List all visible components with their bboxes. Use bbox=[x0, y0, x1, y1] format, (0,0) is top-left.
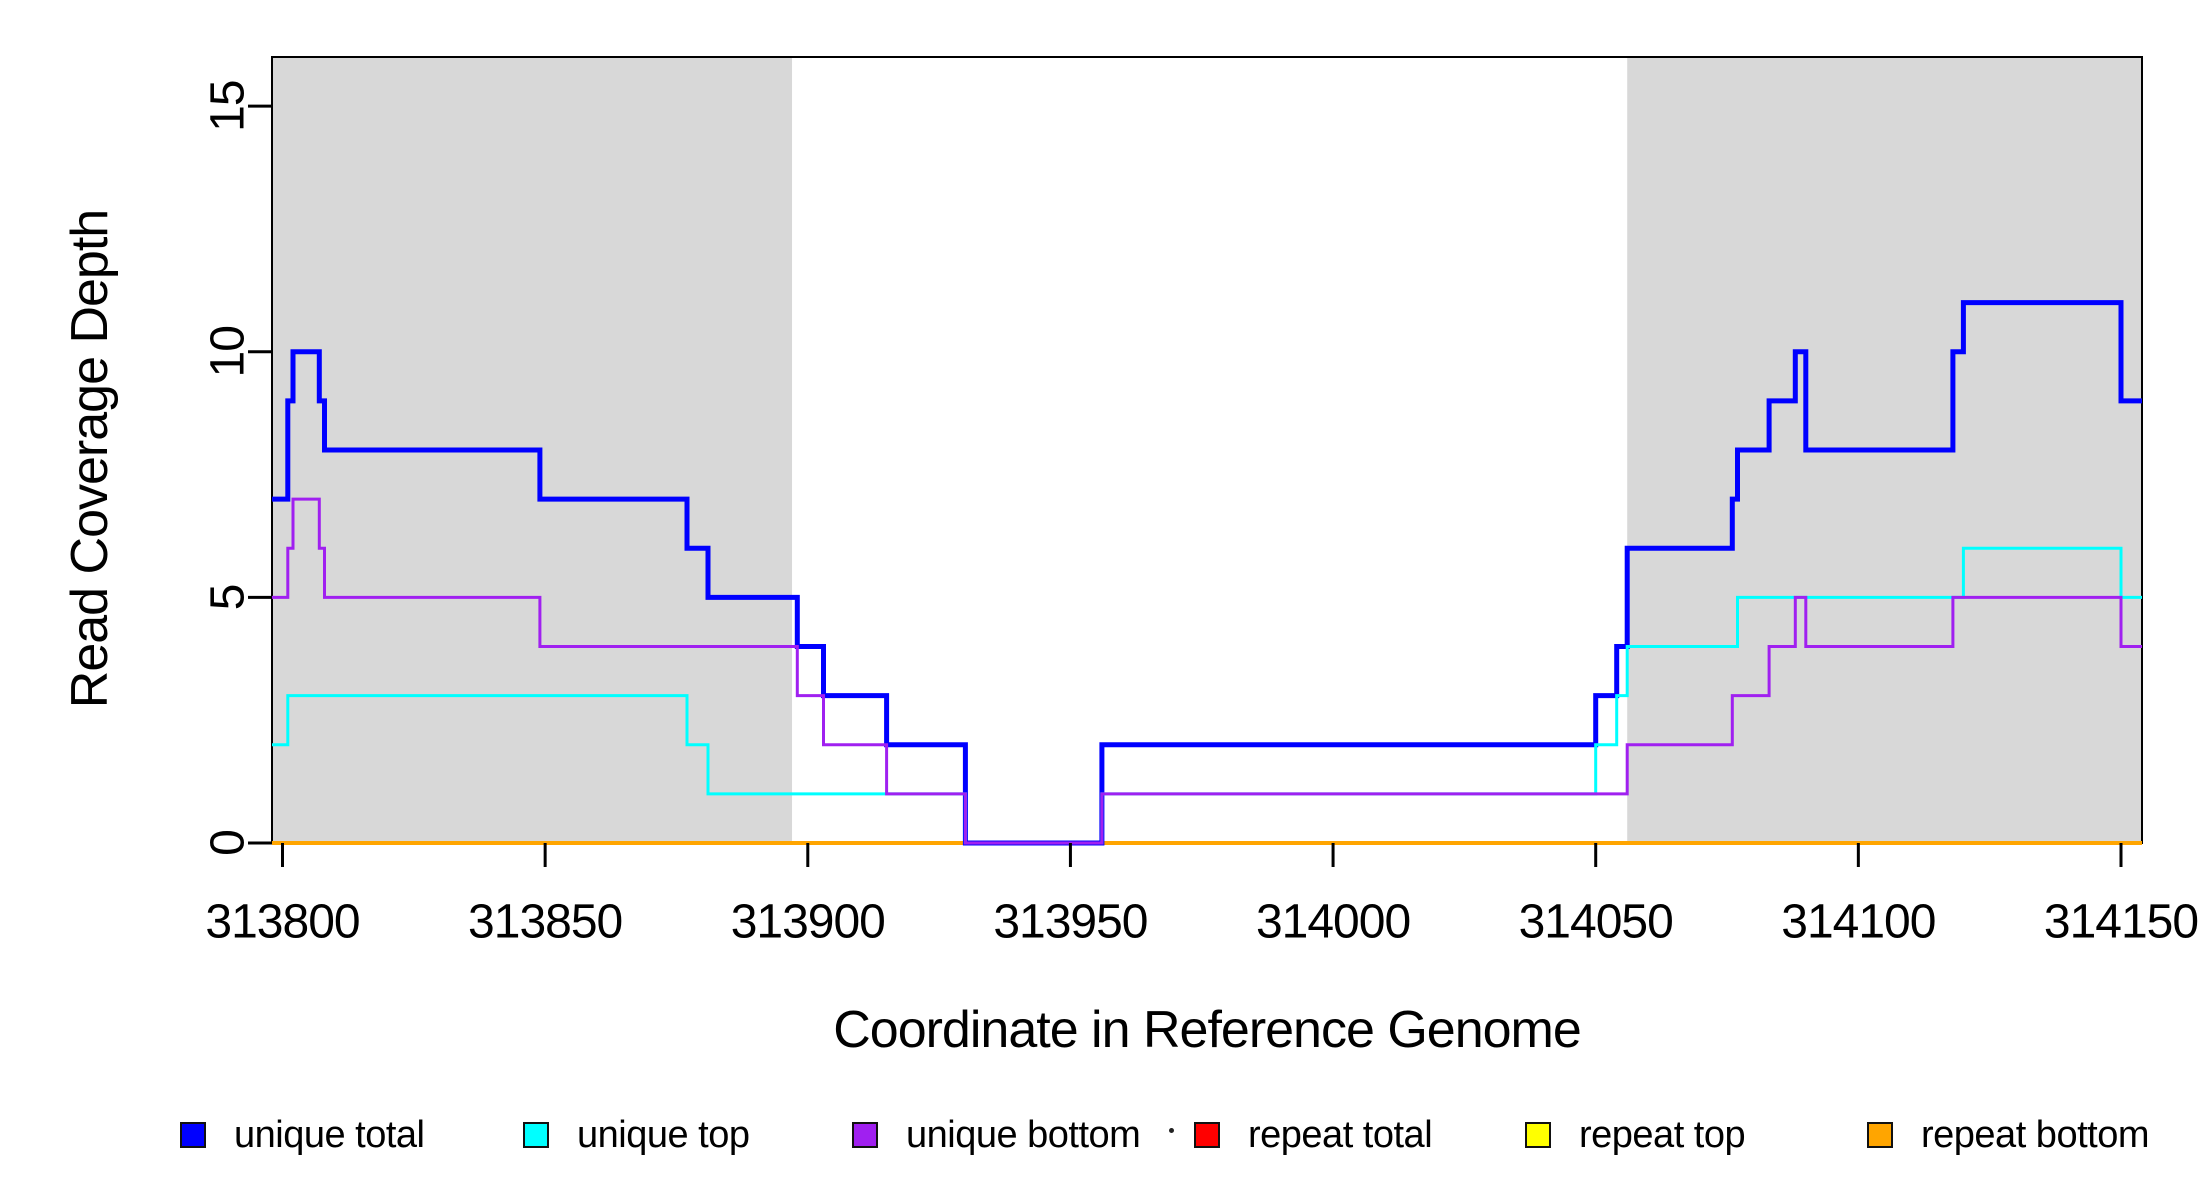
legend-swatch-icon bbox=[852, 1122, 878, 1148]
x-axis-title: Coordinate in Reference Genome bbox=[833, 1001, 1582, 1059]
legend-item-unique-bottom: unique bottom bbox=[852, 1110, 1141, 1160]
legend-label: repeat total bbox=[1248, 1113, 1433, 1156]
legend-label: unique bottom bbox=[906, 1113, 1141, 1156]
legend-swatch-icon bbox=[1525, 1122, 1551, 1148]
x-tick-label: 313850 bbox=[468, 896, 622, 949]
legend-item-unique-total: unique total bbox=[180, 1110, 425, 1160]
x-tick-label: 314000 bbox=[1256, 896, 1410, 949]
y-axis: 0 5 10 15 bbox=[202, 80, 272, 856]
x-tick-label: 314150 bbox=[2044, 896, 2198, 949]
legend-label: repeat top bbox=[1579, 1113, 1746, 1156]
x-axis: 313800 313850 313900 313950 314000 314050 3141… bbox=[205, 843, 2199, 949]
legend-item-repeat-total: repeat total bbox=[1194, 1110, 1433, 1160]
x-tick-label: 313900 bbox=[731, 896, 885, 949]
y-tick-label: 10 bbox=[202, 326, 255, 377]
x-tick-label: 314050 bbox=[1519, 896, 1673, 949]
legend-swatch-icon bbox=[1194, 1122, 1220, 1148]
legend-label: unique total bbox=[234, 1113, 425, 1156]
y-axis-title: Read Coverage Depth bbox=[61, 209, 119, 709]
x-tick-label: 313800 bbox=[205, 896, 359, 949]
x-tick-label: 313950 bbox=[993, 896, 1147, 949]
legend-item-unique-top: unique top bbox=[523, 1110, 750, 1160]
series-line-unique-bottom bbox=[272, 497, 2142, 845]
y-tick-label: 15 bbox=[202, 80, 255, 131]
y-tick-label: 0 bbox=[202, 830, 255, 856]
legend-label: repeat bottom bbox=[1921, 1113, 2149, 1156]
series-lines bbox=[272, 300, 2142, 846]
y-tick-label: 5 bbox=[202, 585, 255, 611]
legend-item-repeat-bottom: repeat bottom bbox=[1867, 1110, 2149, 1160]
x-tick-label: 314100 bbox=[1781, 896, 1935, 949]
stray-dot bbox=[1169, 1128, 1174, 1133]
legend-label: unique top bbox=[577, 1113, 750, 1156]
legend-swatch-icon bbox=[180, 1122, 206, 1148]
legend-swatch-icon bbox=[1867, 1122, 1893, 1148]
legend-item-repeat-top: repeat top bbox=[1525, 1110, 1746, 1160]
series-line-unique-top bbox=[272, 546, 2142, 845]
legend-swatch-icon bbox=[523, 1122, 549, 1148]
